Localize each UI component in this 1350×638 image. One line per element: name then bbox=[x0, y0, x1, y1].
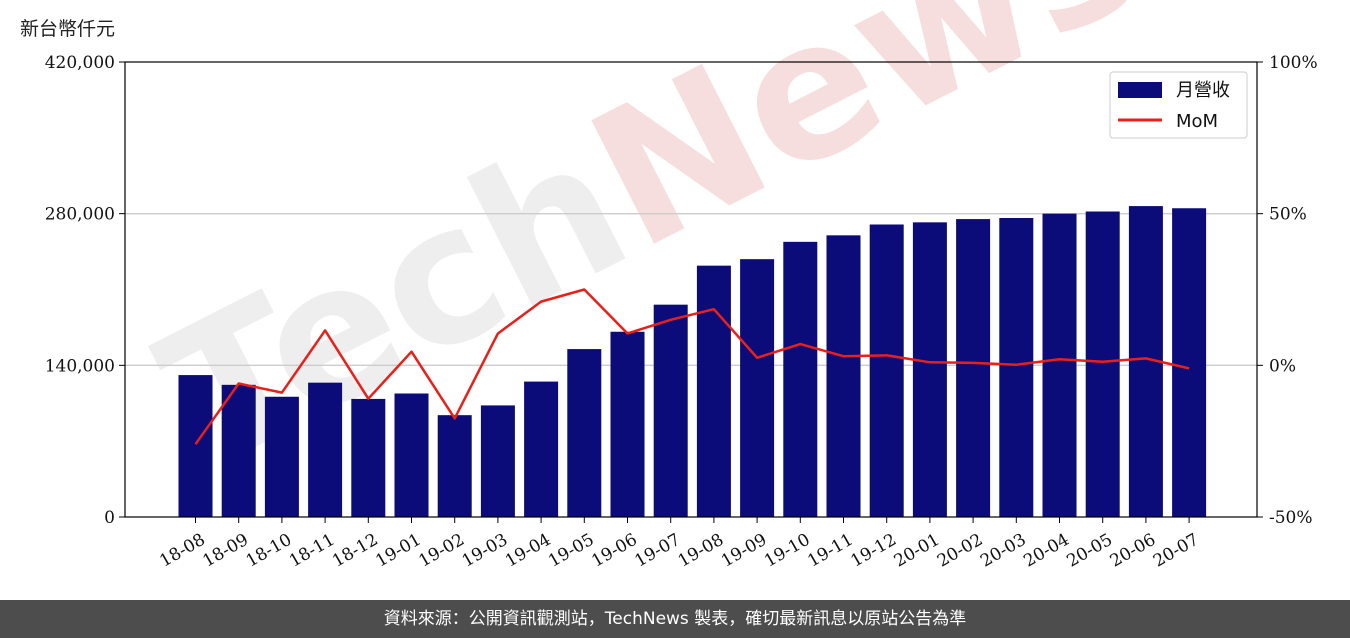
x-tick-label: 19-05 bbox=[545, 530, 597, 572]
x-tick-label: 19-01 bbox=[372, 530, 424, 572]
x-tick-label: 19-07 bbox=[632, 530, 684, 572]
mom-line bbox=[194, 288, 1190, 445]
bar-19-11 bbox=[826, 235, 861, 518]
bar-19-03 bbox=[480, 405, 515, 517]
bar-20-07 bbox=[1172, 208, 1207, 517]
x-tick-label: 19-09 bbox=[718, 530, 770, 572]
x-tick-label: 20-03 bbox=[977, 530, 1029, 572]
bar-20-02 bbox=[956, 219, 991, 518]
bar-20-01 bbox=[912, 222, 947, 518]
x-tick-label: 18-12 bbox=[329, 530, 381, 572]
left-tick-label: 140,000 bbox=[45, 356, 115, 376]
bar-20-03 bbox=[999, 218, 1034, 517]
line-series bbox=[194, 288, 1190, 445]
x-tick-label: 18-09 bbox=[200, 530, 252, 572]
left-tick-label: 0 bbox=[104, 508, 115, 528]
bar-19-02 bbox=[437, 415, 472, 517]
x-tick-label: 18-08 bbox=[156, 530, 208, 572]
bar-19-12 bbox=[869, 224, 904, 517]
x-tick-label: 20-06 bbox=[1107, 530, 1159, 572]
x-tick-label: 20-07 bbox=[1150, 530, 1202, 572]
right-tick-label: 50% bbox=[1269, 205, 1307, 225]
bar-18-09 bbox=[221, 384, 256, 517]
bar-18-08 bbox=[178, 375, 213, 517]
bar-19-06 bbox=[610, 331, 645, 517]
bar-series bbox=[178, 206, 1207, 518]
x-tick-label: 19-12 bbox=[848, 530, 900, 572]
x-tick-label: 20-04 bbox=[1020, 530, 1072, 572]
bar-20-05 bbox=[1085, 211, 1120, 517]
left-tick-label: 280,000 bbox=[45, 205, 115, 225]
legend-swatch-bar bbox=[1118, 82, 1162, 98]
bar-19-04 bbox=[524, 381, 559, 517]
right-tick-label: 100% bbox=[1269, 53, 1318, 73]
legend: 月營收 MoM bbox=[1109, 71, 1248, 139]
bar-19-10 bbox=[783, 241, 818, 518]
bar-19-09 bbox=[740, 259, 775, 517]
x-tick-label: 19-11 bbox=[804, 530, 856, 572]
x-tick-label: 19-04 bbox=[502, 530, 554, 572]
right-tick-label: 0% bbox=[1269, 356, 1296, 376]
legend-label-mom: MoM bbox=[1176, 111, 1218, 132]
right-tick-label: -50% bbox=[1269, 508, 1313, 528]
x-tick-label: 18-11 bbox=[286, 530, 338, 572]
bar-18-11 bbox=[308, 382, 343, 517]
x-tick-label: 19-10 bbox=[761, 530, 813, 572]
chart: TechNews 0140,000280,000420,000-50%0%50%… bbox=[45, 0, 1318, 572]
watermark-news: News bbox=[559, 0, 1173, 292]
x-tick-label: 19-03 bbox=[459, 530, 511, 572]
bar-19-08 bbox=[696, 265, 731, 517]
plot-frame bbox=[124, 61, 1258, 518]
x-tick-label: 20-05 bbox=[1064, 530, 1116, 572]
x-tick-label: 20-01 bbox=[891, 530, 943, 572]
bar-19-05 bbox=[567, 349, 602, 517]
x-tick-label: 19-06 bbox=[588, 530, 640, 572]
x-tick-label: 18-10 bbox=[243, 530, 295, 572]
bar-20-04 bbox=[1042, 213, 1077, 517]
bar-18-10 bbox=[264, 396, 299, 517]
left-tick-label: 420,000 bbox=[45, 53, 115, 73]
x-tick-label: 20-02 bbox=[934, 530, 986, 572]
x-tick-label: 19-08 bbox=[675, 530, 727, 572]
bar-19-07 bbox=[653, 304, 688, 517]
y-axis-unit-label: 新台幣仟元 bbox=[20, 18, 116, 40]
bar-19-01 bbox=[394, 393, 429, 517]
x-tick-label: 19-02 bbox=[416, 530, 468, 572]
footer-source-note: 資料來源：公開資訊觀測站，TechNews 製表，確切最新訊息以原站公告為準 bbox=[0, 600, 1350, 638]
bar-18-12 bbox=[351, 398, 386, 517]
legend-label-revenue: 月營收 bbox=[1176, 80, 1230, 101]
